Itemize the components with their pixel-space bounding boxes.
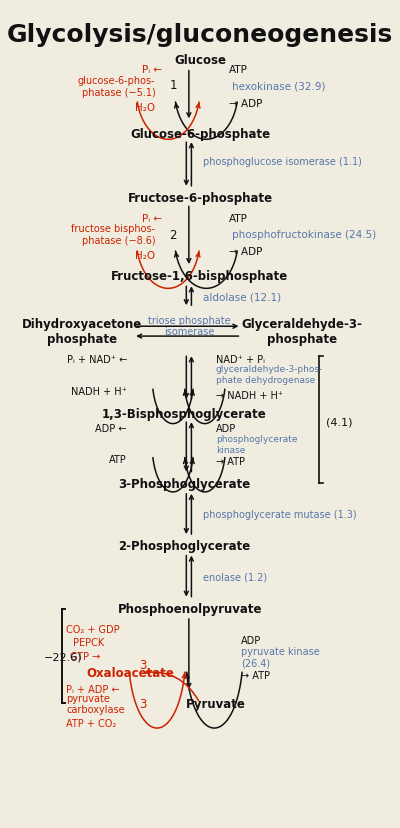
Text: ATP: ATP (229, 65, 248, 75)
Text: PEPCK: PEPCK (73, 638, 104, 647)
Text: pyruvate kinase
(26.4): pyruvate kinase (26.4) (241, 646, 320, 667)
Text: phosphoglycerate mutase (1.3): phosphoglycerate mutase (1.3) (203, 509, 357, 519)
Text: NADH + H⁺: NADH + H⁺ (71, 387, 127, 397)
Text: Glycolysis/gluconeogenesis: Glycolysis/gluconeogenesis (7, 23, 393, 47)
Text: phosphoglycerate
kinase: phosphoglycerate kinase (216, 435, 298, 454)
Text: 3: 3 (139, 697, 146, 710)
Text: Phosphoenolpyruvate: Phosphoenolpyruvate (118, 603, 263, 615)
Text: ADP ←: ADP ← (95, 424, 127, 434)
Text: → ATP: → ATP (241, 671, 270, 681)
Text: 3-Phosphoglycerate: 3-Phosphoglycerate (118, 478, 250, 490)
Text: → NADH + H⁺: → NADH + H⁺ (216, 391, 283, 401)
Text: Pyruvate: Pyruvate (186, 697, 246, 710)
Text: glyceraldehyde-3-phos-
phate dehydrogenase: glyceraldehyde-3-phos- phate dehydrogena… (216, 365, 323, 384)
Text: glucose-6-phos-
phatase (−5.1): glucose-6-phos- phatase (−5.1) (78, 76, 156, 98)
Text: (4.1): (4.1) (326, 417, 352, 427)
Text: enolase (1.2): enolase (1.2) (203, 572, 267, 582)
Text: ADP: ADP (241, 635, 262, 645)
Text: 2: 2 (169, 229, 177, 242)
Text: Glucose-6-phosphate: Glucose-6-phosphate (130, 128, 270, 141)
Text: → ADP: → ADP (229, 99, 262, 109)
Text: Oxaloacetate: Oxaloacetate (86, 667, 174, 680)
Text: H₂O: H₂O (135, 103, 156, 113)
Text: 2-Phosphoglycerate: 2-Phosphoglycerate (118, 539, 250, 552)
Text: −22.6): −22.6) (44, 652, 83, 662)
Text: → ATP: → ATP (216, 457, 245, 467)
Text: Fructose-6-phosphate: Fructose-6-phosphate (128, 192, 272, 205)
Text: aldolase (12.1): aldolase (12.1) (203, 292, 281, 302)
Text: ATP: ATP (229, 214, 248, 224)
Text: pyruvate
carboxylase: pyruvate carboxylase (66, 693, 125, 715)
Text: phosphoglucose isomerase (1.1): phosphoglucose isomerase (1.1) (203, 156, 362, 166)
Text: Dihydroxyacetone
phosphate: Dihydroxyacetone phosphate (22, 318, 142, 346)
Text: Fructose-1,6-bisphosphate: Fructose-1,6-bisphosphate (111, 270, 289, 283)
Text: Pᵢ ←: Pᵢ ← (142, 214, 162, 224)
Text: ADP: ADP (216, 424, 236, 434)
Text: Pᵢ + ADP ←: Pᵢ + ADP ← (66, 684, 120, 694)
Text: 3: 3 (139, 658, 146, 672)
Text: ATP + CO₂: ATP + CO₂ (66, 718, 117, 729)
Text: Pᵢ + NAD⁺ ←: Pᵢ + NAD⁺ ← (66, 354, 127, 364)
Text: hexokinase (32.9): hexokinase (32.9) (232, 82, 325, 92)
Text: GTP →: GTP → (70, 651, 100, 661)
Text: fructose bisphos-
phatase (−8.6): fructose bisphos- phatase (−8.6) (71, 224, 156, 245)
Text: → ADP: → ADP (229, 247, 262, 257)
Text: ATP: ATP (109, 455, 127, 465)
Text: triose phosphate
isomerase: triose phosphate isomerase (148, 315, 230, 337)
Text: Glyceraldehyde-3-
phosphate: Glyceraldehyde-3- phosphate (241, 318, 362, 346)
Text: NAD⁺ + Pᵢ: NAD⁺ + Pᵢ (216, 354, 265, 364)
Text: CO₂ + GDP: CO₂ + GDP (66, 624, 120, 634)
Text: Glucose: Glucose (174, 54, 226, 67)
Text: phosphofructokinase (24.5): phosphofructokinase (24.5) (232, 229, 376, 239)
Text: 1: 1 (169, 79, 177, 92)
Text: H₂O: H₂O (135, 251, 156, 261)
Text: 1,3-Bisphosphoglycerate: 1,3-Bisphosphoglycerate (102, 407, 266, 421)
Text: Pᵢ ←: Pᵢ ← (142, 65, 162, 75)
